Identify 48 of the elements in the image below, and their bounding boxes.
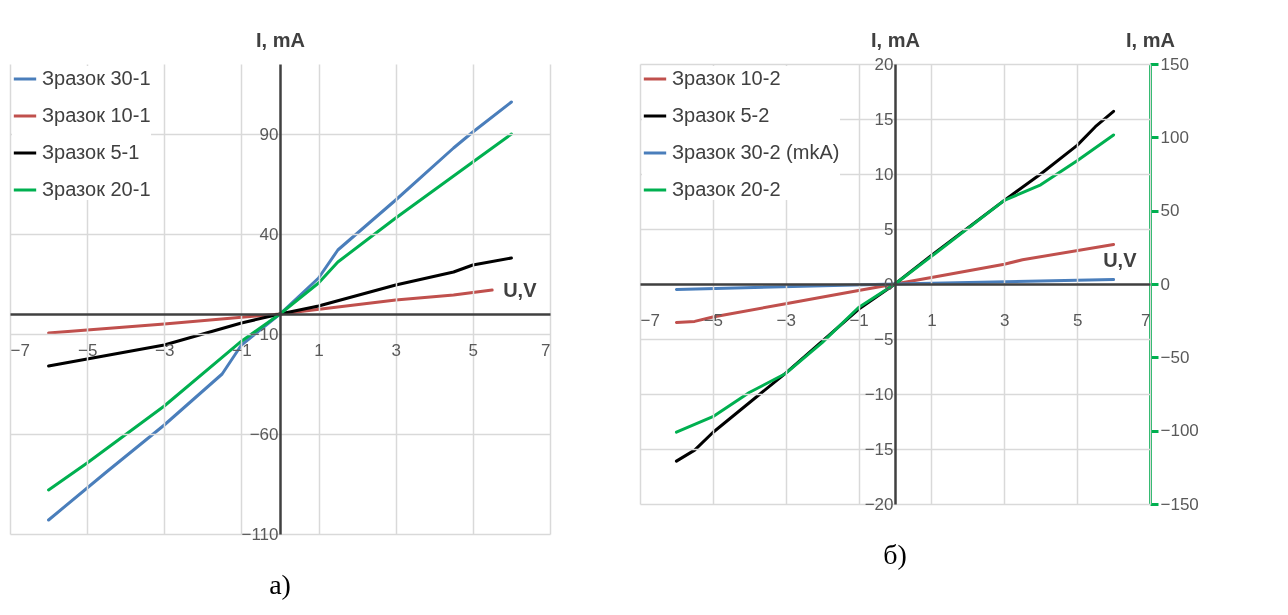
y2-tick-label: −100: [1160, 421, 1199, 441]
legend-label: Зразок 5-1: [42, 141, 140, 163]
y-tick-label: 90: [259, 124, 279, 144]
y-tick-label: 40: [259, 224, 279, 244]
legend-label: Зразок 20-2: [672, 178, 781, 200]
y-tick-label: −60: [249, 424, 279, 444]
legend-label: Зразок 5-2: [672, 104, 770, 126]
x-tick-label: −5: [77, 340, 98, 360]
y-axis-title: I, mA: [871, 28, 920, 51]
x-tick-label: −3: [155, 340, 175, 360]
x-tick-label: −7: [640, 310, 660, 330]
y-axis-title: I, mA: [256, 28, 305, 51]
x-tick-label: −1: [849, 310, 869, 330]
x-axis-title: U,V: [1103, 248, 1138, 271]
y2-tick-label: −50: [1160, 347, 1190, 367]
legend-label: Зразок 20-1: [42, 178, 151, 200]
x-tick-label: 3: [391, 340, 401, 360]
y-tick-label: 0: [884, 274, 894, 294]
x-tick-label: −3: [776, 310, 796, 330]
legend-label: Зразок 10-1: [42, 104, 151, 126]
y2-tick-label: 100: [1160, 127, 1189, 147]
y2-tick-label: 0: [1160, 274, 1170, 294]
y-tick-label: 20: [874, 54, 894, 74]
y2-axis-title: I, mA: [1126, 28, 1175, 51]
y-tick-label: −15: [864, 439, 894, 459]
y-tick-label: 10: [874, 164, 894, 184]
x-tick-label: 5: [1072, 310, 1083, 330]
y-tick-label: 5: [884, 219, 894, 239]
text: б): [883, 539, 907, 570]
x-axis-title: U,V: [503, 278, 538, 301]
y-tick-label: 15: [874, 109, 894, 129]
x-tick-label: −7: [10, 340, 30, 360]
x-tick-label: 1: [927, 310, 937, 330]
y2-tick-label: −150: [1160, 494, 1199, 514]
x-tick-label: 1: [314, 340, 324, 360]
x-tick-label: 5: [468, 340, 479, 360]
y-tick-label: −110: [241, 524, 279, 544]
legend-label: Зразок 30-1: [42, 67, 151, 89]
legend-label: Зразок 10-2: [672, 67, 781, 89]
x-tick-label: 3: [1000, 310, 1010, 330]
y2-tick-label: 50: [1160, 201, 1180, 221]
text: а): [269, 569, 291, 600]
y-tick-label: −10: [249, 324, 279, 344]
x-tick-label: 7: [541, 340, 551, 360]
y2-tick-label: 150: [1160, 54, 1189, 74]
y-tick-label: −10: [864, 384, 894, 404]
legend-label: Зразок 30-2 (mkA): [672, 141, 840, 163]
y-tick-label: −20: [864, 494, 894, 514]
